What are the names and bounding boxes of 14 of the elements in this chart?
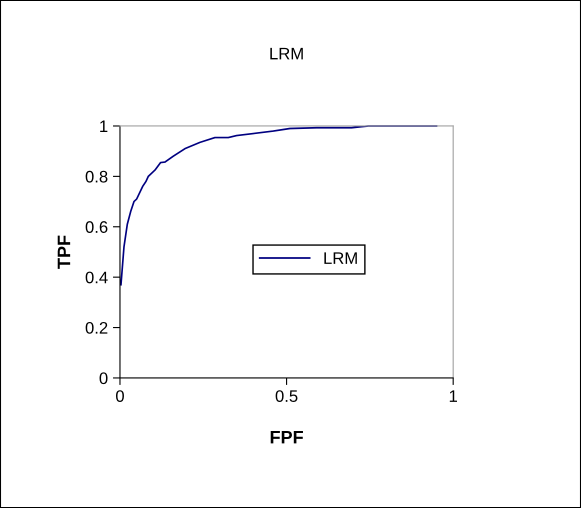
y-axis-title: TPF [58, 236, 70, 269]
y-tick-label: 0.2 [86, 322, 108, 334]
y-tick-label: 0 [100, 372, 108, 384]
x-tick-label: 0 [116, 390, 124, 402]
chart-title: LRM [270, 48, 303, 60]
y-tick-label: 0.6 [86, 221, 108, 233]
y-tick-label: 1 [100, 120, 108, 132]
y-tick-label: 0.8 [86, 170, 108, 183]
line-series [120, 125, 438, 286]
x-axis-title: FPF [270, 430, 303, 444]
y-tick-label: 0.4 [86, 272, 108, 284]
legend-label: LRM [324, 252, 357, 264]
x-tick-label: 0.5 [276, 390, 298, 402]
x-tick-label: 1 [450, 390, 457, 402]
